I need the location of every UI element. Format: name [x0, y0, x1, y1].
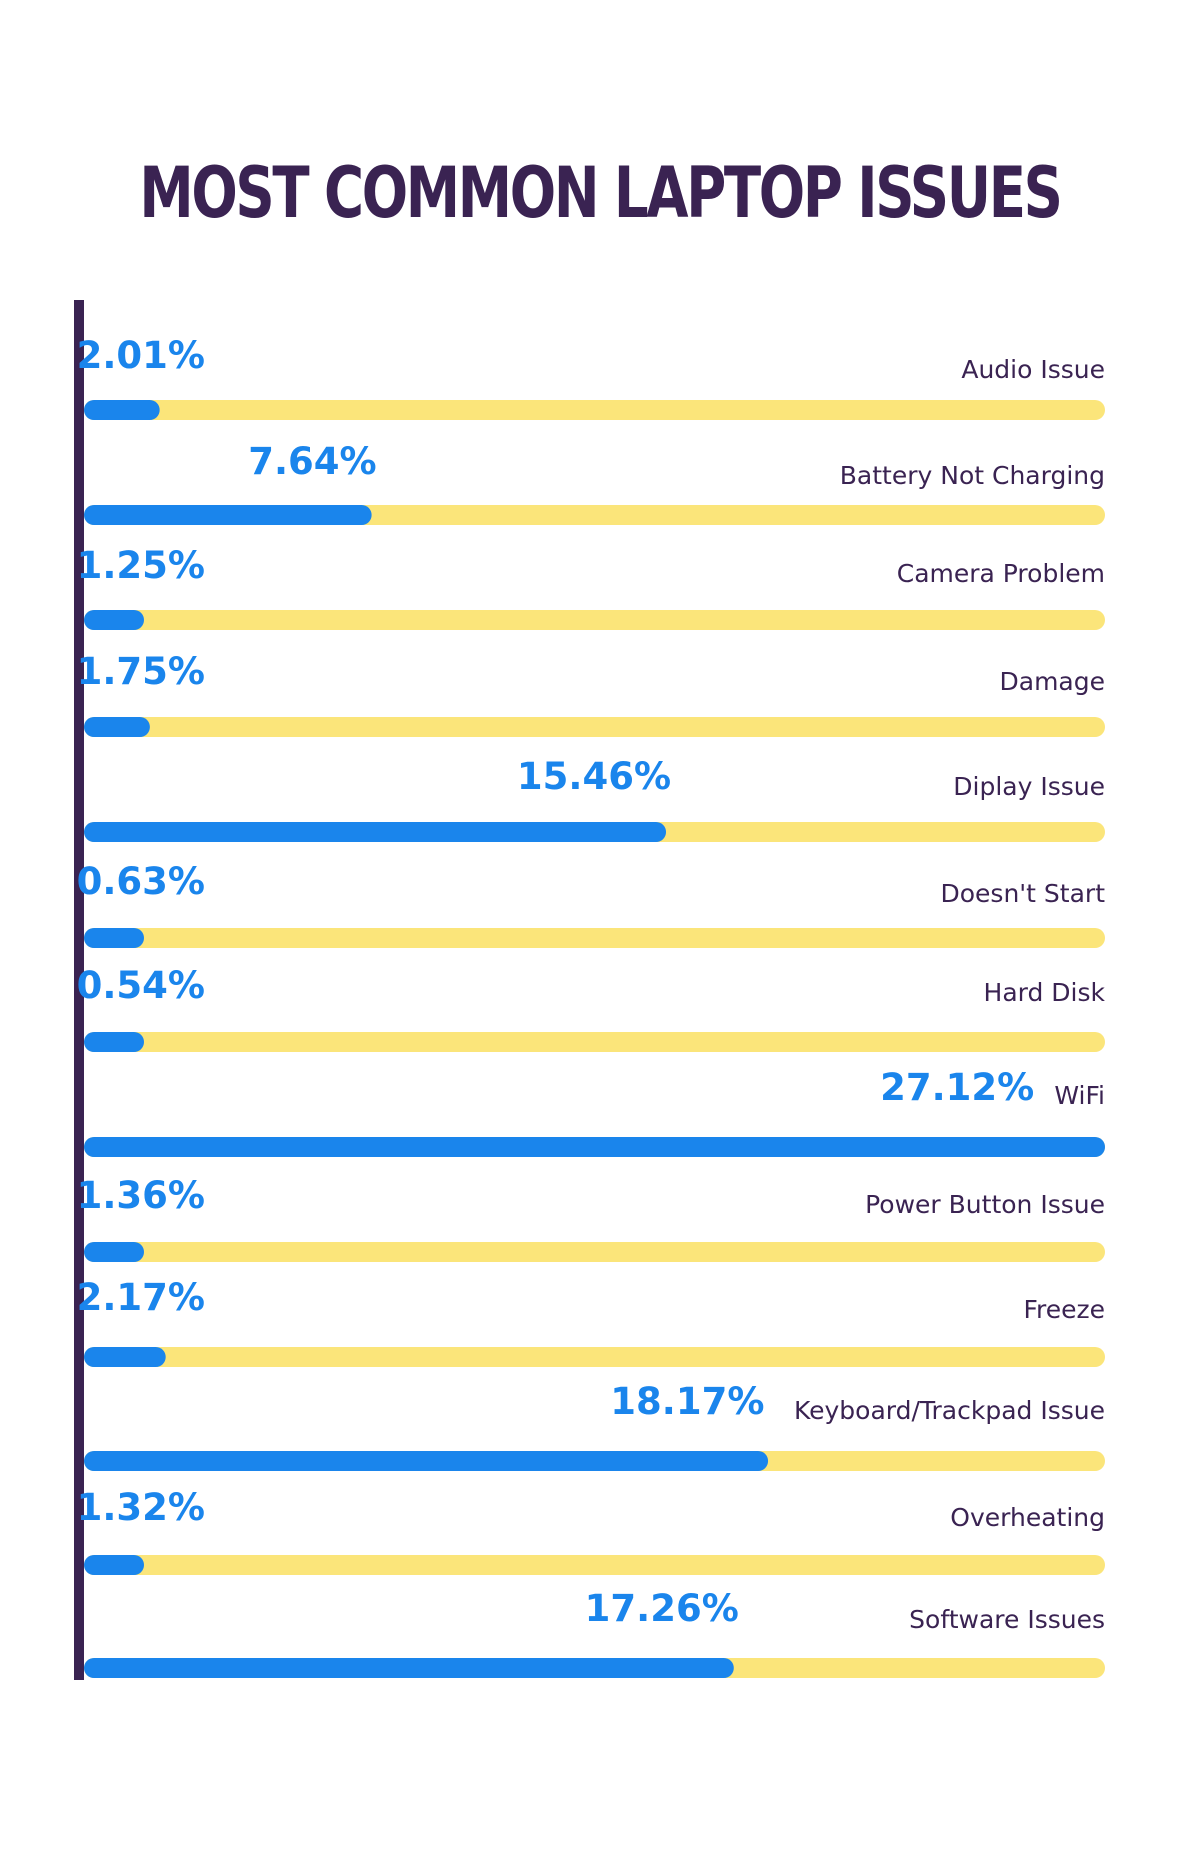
value-label: 1.25% — [77, 544, 205, 587]
value-label: 1.32% — [77, 1486, 205, 1529]
value-labels: 2.01% 7.64% 1.25% 1.75% 15.46% 0.63% 0.54% 27.1… — [77, 334, 1035, 1630]
category-labels: Audio Issue Battery Not Charging Camera Pr… — [794, 355, 1106, 1634]
value-label: 15.46% — [517, 755, 671, 798]
bar — [84, 822, 667, 842]
bar-track — [84, 1555, 1105, 1575]
bar-track — [84, 1347, 1105, 1367]
category-label: WiFi — [1054, 1081, 1105, 1110]
value-label: 18.17% — [610, 1380, 764, 1423]
category-label: Damage — [1000, 667, 1106, 696]
bar — [84, 928, 144, 948]
category-label: Diplay Issue — [953, 772, 1105, 801]
value-label: 1.75% — [77, 650, 205, 693]
bar-track — [84, 928, 1105, 948]
category-label: Keyboard/Trackpad Issue — [794, 1396, 1105, 1425]
bar — [84, 1032, 144, 1052]
bar — [84, 1242, 144, 1262]
bar-track — [84, 1242, 1105, 1262]
bar-track — [84, 400, 1105, 420]
bar — [84, 1658, 734, 1678]
category-label: Battery Not Charging — [840, 461, 1105, 490]
value-label: 7.64% — [248, 440, 376, 483]
value-label: 0.63% — [77, 860, 205, 903]
y-axis-line — [74, 300, 84, 1680]
category-label: Camera Problem — [897, 559, 1105, 588]
bar-track — [84, 1032, 1105, 1052]
bar — [84, 1137, 1105, 1157]
chart-title: MOST COMMON LAPTOP ISSUES — [139, 152, 1063, 234]
bar-track — [84, 610, 1105, 630]
bar-track — [84, 717, 1105, 737]
value-label: 0.54% — [77, 964, 205, 1007]
category-label: Freeze — [1023, 1295, 1105, 1324]
bar — [84, 1451, 769, 1471]
bar — [84, 1555, 144, 1575]
category-label: Power Button Issue — [865, 1190, 1105, 1219]
bar — [84, 610, 144, 630]
category-label: Overheating — [950, 1503, 1105, 1532]
category-label: Audio Issue — [961, 355, 1105, 384]
value-label: 17.26% — [585, 1587, 739, 1630]
bar — [84, 1347, 166, 1367]
bar — [84, 505, 372, 525]
value-label: 1.36% — [77, 1174, 205, 1217]
bar — [84, 400, 160, 420]
category-label: Doesn't Start — [941, 879, 1106, 908]
bar — [84, 717, 150, 737]
category-label: Hard Disk — [984, 978, 1106, 1007]
category-label: Software Issues — [909, 1605, 1105, 1634]
value-label: 2.01% — [77, 334, 205, 377]
value-label: 27.12% — [880, 1066, 1034, 1109]
value-label: 2.17% — [77, 1276, 205, 1319]
bars — [84, 400, 1105, 1678]
bar-tracks — [84, 400, 1105, 1678]
